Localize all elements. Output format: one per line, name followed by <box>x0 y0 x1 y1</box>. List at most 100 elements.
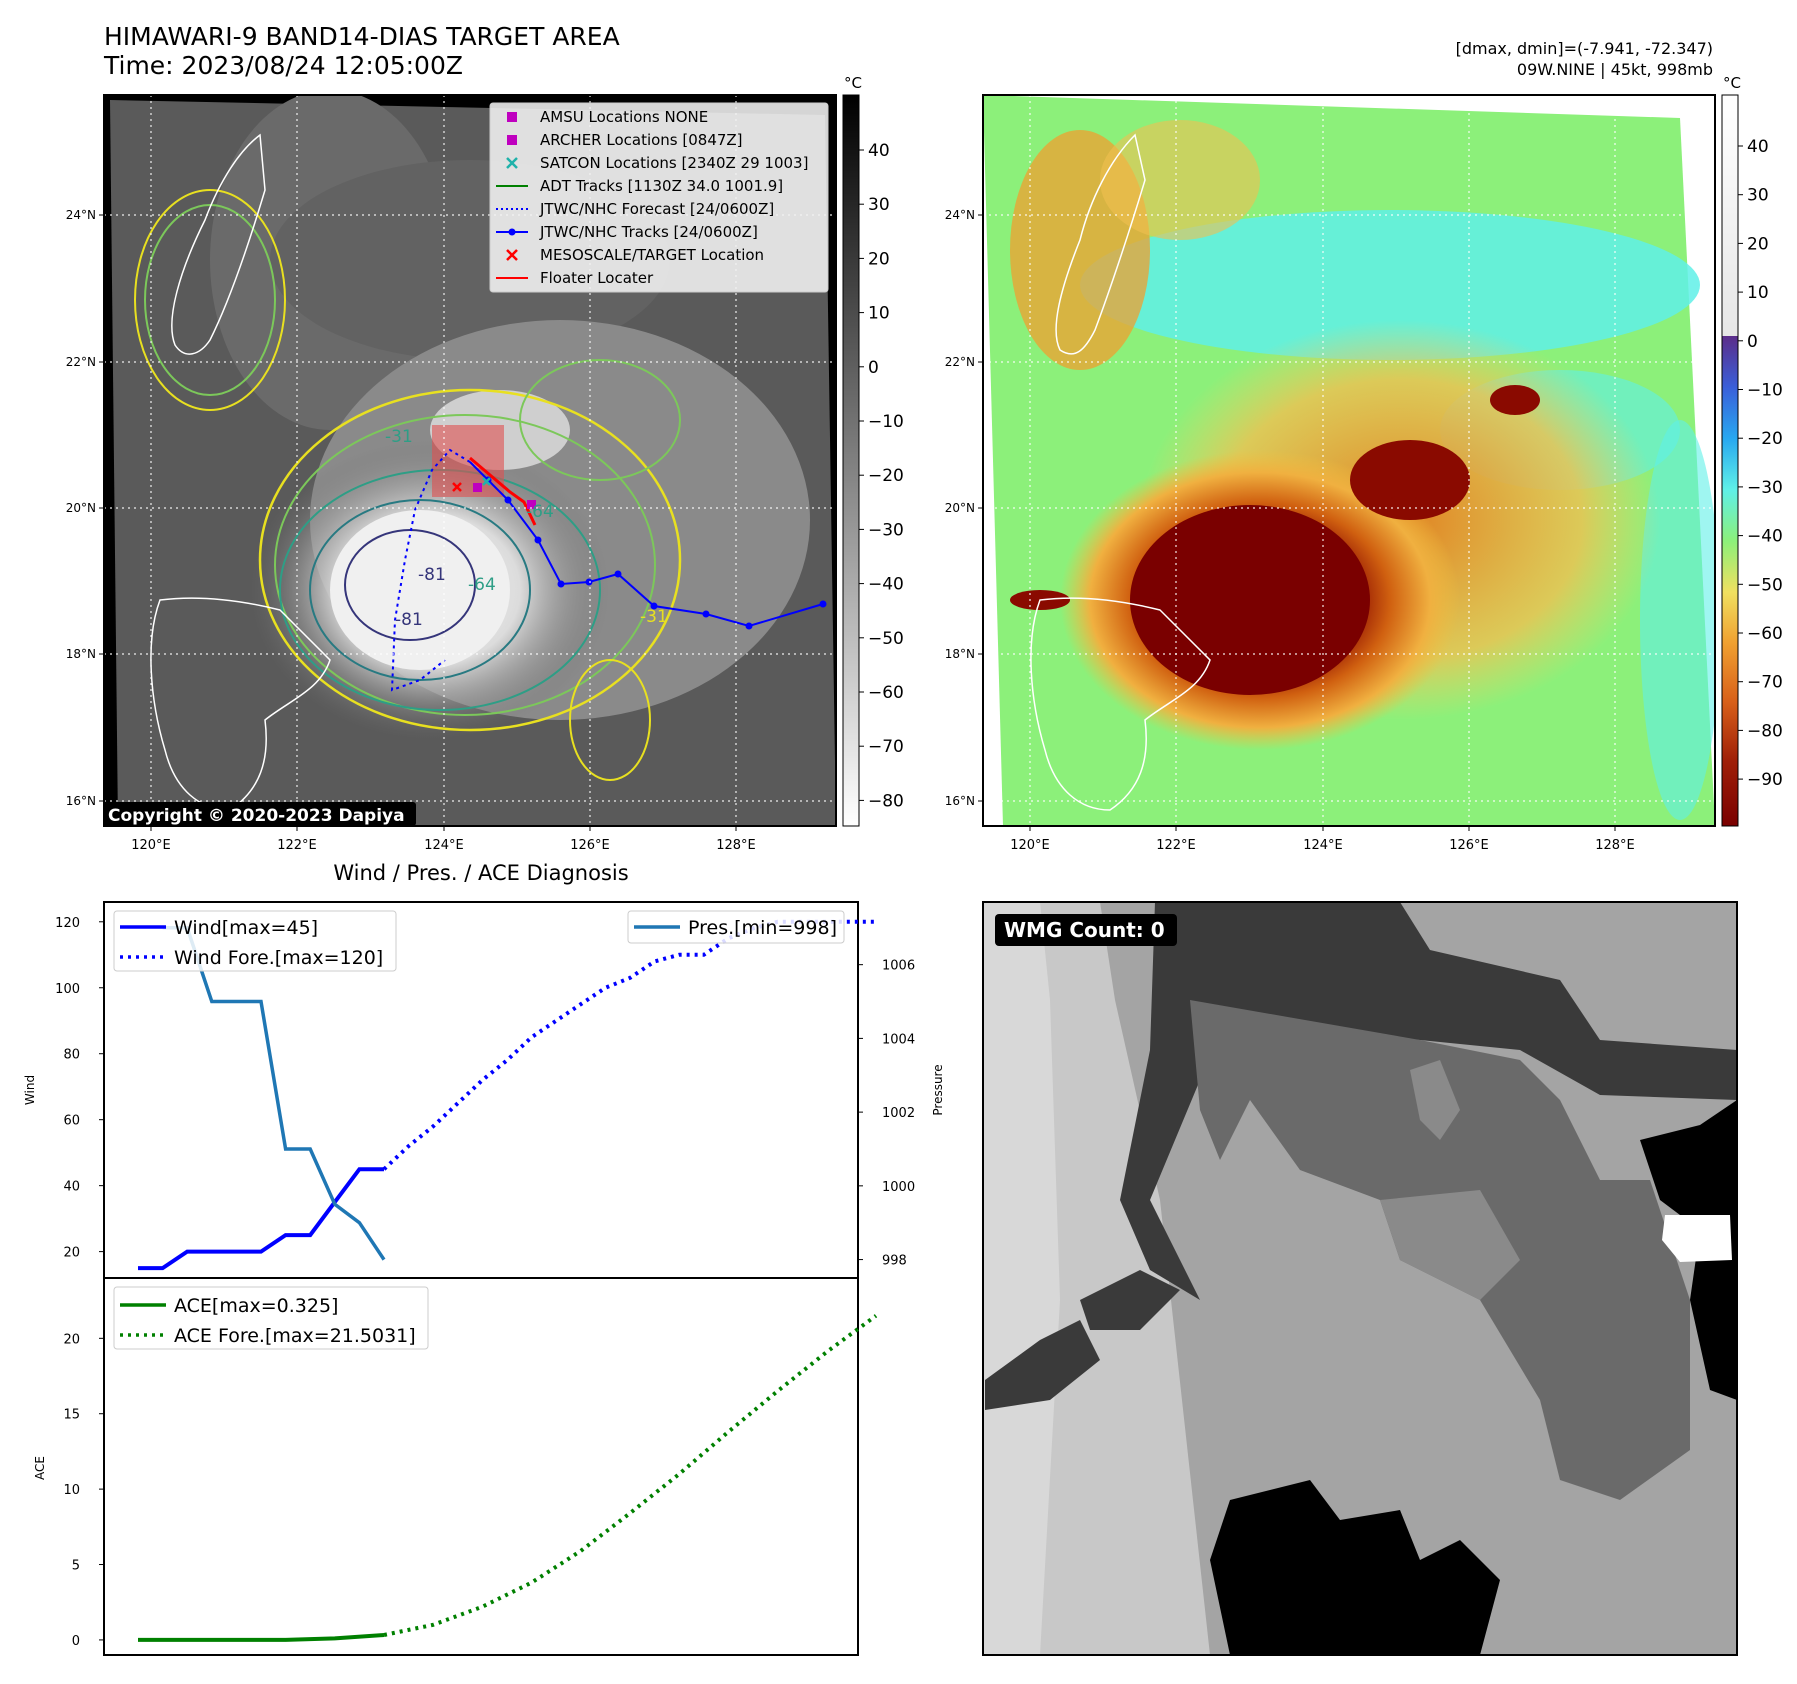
lon-tick-label: 126°E <box>1449 838 1489 853</box>
colorbar-tick-label: −10 <box>1747 381 1783 401</box>
colorbar-tick-label: −40 <box>1747 527 1783 547</box>
pressure-axis-label: Pressure <box>931 1064 945 1115</box>
lon-tick-label: 122°E <box>277 838 317 853</box>
lon-tick-label: 128°E <box>716 838 756 853</box>
ace-line <box>138 1633 385 1642</box>
copyright-label: Copyright © 2020-2023 Dapiya <box>108 806 405 826</box>
legend-pressure: Pres.[min=998] <box>688 917 837 939</box>
wind-line <box>138 1167 384 1271</box>
legend-item-label: SATCON Locations [2340Z 29 1003] <box>540 154 808 172</box>
map-legend: AMSU Locations NONE ARCHER Locations [084… <box>489 102 829 293</box>
wind-legend: Wind[max=45] Wind Fore.[max=120] <box>113 910 397 972</box>
wind-tick-label: 20 <box>63 1246 80 1261</box>
colorbar-tick-label: 40 <box>1747 137 1769 157</box>
legend-item: MESOSCALE/TARGET Location <box>506 246 764 264</box>
wmg-panel: WMG Count: 0 <box>982 901 1738 1656</box>
lon-tick-label: 120°E <box>131 838 171 853</box>
contour-label: -31 <box>385 427 413 447</box>
ace-chart: ACE 20 15 10 5 0 ACE[max=0.325] ACE Fore.[ma… <box>33 1277 878 1656</box>
colorbar-tick-label: 40 <box>868 141 890 161</box>
ir-colorbar-unit: °C <box>844 74 862 92</box>
lon-tick-label: 128°E <box>1595 838 1635 853</box>
lat-tick-label: 24°N <box>66 208 96 222</box>
lat-tick-label: 16°N <box>66 794 96 808</box>
lon-tick-label: 124°E <box>1303 838 1343 853</box>
legend-item-label: ARCHER Locations [0847Z] <box>540 131 743 149</box>
pressure-tick-label: 1004 <box>882 1032 915 1047</box>
ace-tick-label: 5 <box>72 1559 80 1574</box>
colorbar-tick-label: 20 <box>868 249 890 269</box>
enhanced-map-panel <box>982 94 1716 827</box>
lon-tick-label: 126°E <box>570 838 610 853</box>
ace-legend: ACE[max=0.325] ACE Fore.[max=21.5031] <box>113 1286 429 1350</box>
colorbar-tick-label: −40 <box>868 575 904 595</box>
legend-wind-fore: Wind Fore.[max=120] <box>174 947 383 969</box>
colorbar-tick-label: 0 <box>868 358 879 378</box>
lat-tick-label: 24°N <box>945 208 975 222</box>
lon-tick-label: 124°E <box>424 838 464 853</box>
figure-time: Time: 2023/08/24 12:05:00Z <box>103 51 463 80</box>
dmax-dmin-text: [dmax, dmin]=(-7.941, -72.347) <box>1456 39 1713 58</box>
ace-forecast-line <box>383 1314 878 1637</box>
legend-item-label: AMSU Locations NONE <box>540 108 708 126</box>
pressure-tick-label: 1000 <box>882 1180 915 1195</box>
wind-tick-label: 80 <box>63 1048 80 1063</box>
legend-wind: Wind[max=45] <box>174 917 318 939</box>
wind-axis-label: Wind <box>23 1075 37 1105</box>
legend-item: ARCHER Locations [0847Z] <box>507 131 743 149</box>
lat-tick-label: 22°N <box>945 355 975 369</box>
colorbar-tick-label: −80 <box>868 791 904 811</box>
ace-tick-label: 20 <box>63 1332 80 1347</box>
colorbar-tick-label: −90 <box>1747 770 1783 790</box>
colorbar-tick-label: 10 <box>1747 283 1769 303</box>
colorbar-tick-label: −30 <box>1747 478 1783 498</box>
ace-tick-label: 15 <box>63 1408 80 1423</box>
colorbar-tick-label: 0 <box>1747 332 1758 352</box>
colorbar-tick-label: −70 <box>1747 673 1783 693</box>
wind-tick-label: 120 <box>55 916 80 931</box>
ir-colorbar: °C 40 30 20 10 0 −10 −20 −30 −40 −50 −60 −70 −80 <box>842 74 904 827</box>
enhanced-colorbar: °C 40 30 20 10 0 −10 −20 −30 −40 −50 −60 −70 −80 −90 <box>1721 74 1783 827</box>
pressure-tick-label: 1006 <box>882 959 915 974</box>
wind-tick-label: 40 <box>63 1180 80 1195</box>
wind-forecast-line <box>382 919 876 1171</box>
legend-item: AMSU Locations NONE <box>507 108 708 126</box>
legend-item-label: Floater Locater <box>540 269 654 287</box>
contour-label: -81 <box>418 565 446 585</box>
colorbar-tick-label: −30 <box>868 520 904 540</box>
colorbar-tick-label: −50 <box>1747 575 1783 595</box>
legend-item: JTWC/NHC Tracks [24/0600Z] <box>496 223 758 241</box>
colorbar-tick-label: −50 <box>868 629 904 649</box>
enh-colorbar-unit: °C <box>1723 74 1741 92</box>
lat-tick-label: 20°N <box>66 501 96 515</box>
lat-tick-label: 20°N <box>945 501 975 515</box>
ir-map-panel: -31 -64 -81 -64 -31 -81 AMSU Locations N… <box>103 94 837 827</box>
wind-pressure-chart: Wind Pressure 120 100 80 60 40 20 1006 1004 100… <box>23 901 945 1279</box>
lat-tick-label: 16°N <box>945 794 975 808</box>
ace-axis-label: ACE <box>33 1456 47 1480</box>
colorbar-tick-label: −60 <box>1747 624 1783 644</box>
colorbar-tick-label: 30 <box>1747 186 1769 206</box>
contour-label: -64 <box>468 575 496 595</box>
legend-item: Floater Locater <box>496 269 654 287</box>
legend-item-label: JTWC/NHC Forecast [24/0600Z] <box>539 200 774 218</box>
contour-label: -64 <box>526 502 554 522</box>
colorbar-tick-label: −70 <box>868 737 904 757</box>
lon-tick-label: 120°E <box>1010 838 1050 853</box>
lon-tick-label: 122°E <box>1156 838 1196 853</box>
legend-item: ADT Tracks [1130Z 34.0 1001.9] <box>496 177 783 195</box>
legend-ace: ACE[max=0.325] <box>174 1295 338 1317</box>
legend-item-label: JTWC/NHC Tracks [24/0600Z] <box>539 223 758 241</box>
colorbar-tick-label: −60 <box>868 683 904 703</box>
legend-item: SATCON Locations [2340Z 29 1003] <box>506 154 808 172</box>
figure-title: HIMAWARI-9 BAND14-DIAS TARGET AREA <box>104 22 620 51</box>
legend-ace-fore: ACE Fore.[max=21.5031] <box>174 1325 416 1347</box>
legend-item: JTWC/NHC Forecast [24/0600Z] <box>496 200 774 218</box>
lat-tick-label: 22°N <box>66 355 96 369</box>
colorbar-tick-label: −10 <box>868 412 904 432</box>
colorbar-tick-label: −20 <box>868 466 904 486</box>
lat-tick-label: 18°N <box>945 647 975 661</box>
wind-tick-label: 60 <box>63 1114 80 1129</box>
ace-tick-label: 0 <box>72 1634 80 1649</box>
